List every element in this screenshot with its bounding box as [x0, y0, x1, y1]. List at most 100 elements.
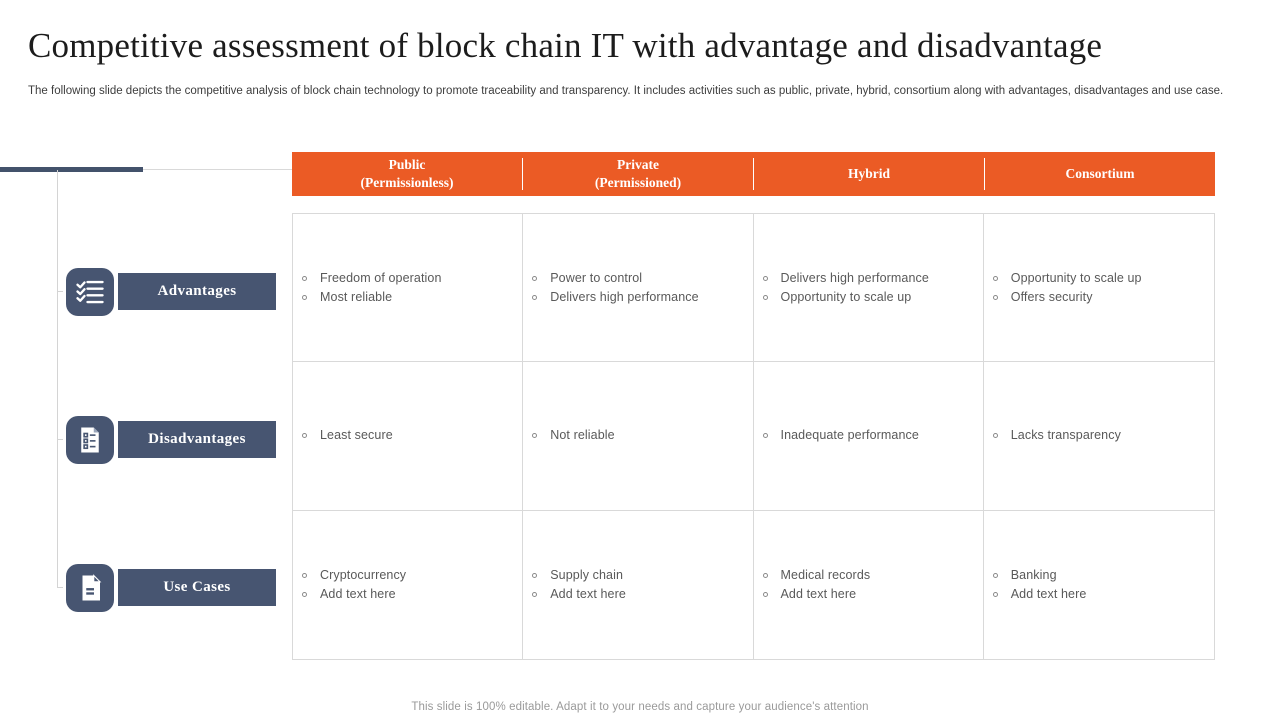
column-header-consortium: Consortium	[985, 152, 1215, 196]
list-item-text: Power to control	[550, 270, 643, 285]
document-icon	[82, 574, 102, 601]
column-header-line1: Private	[617, 157, 659, 173]
table-body: Freedom of operation Most reliable Power…	[292, 213, 1215, 660]
use-cases-icon-tile	[66, 564, 114, 612]
list-item-text: Add text here	[1010, 586, 1087, 601]
bullet-icon	[302, 591, 307, 597]
connector-rule	[143, 169, 292, 170]
bullet-icon	[762, 591, 768, 597]
cell-disadvantages-private: Not reliable	[523, 362, 754, 511]
cell-disadvantages-public: Least secure	[293, 362, 524, 511]
list-item-text: Inadequate performance	[780, 428, 919, 443]
bullet-icon	[302, 433, 307, 439]
bullet-icon	[302, 294, 307, 300]
cell-usecases-hybrid: Medical records Add text here	[754, 510, 984, 659]
list-item: Opportunity to scale up	[992, 269, 1208, 288]
list-item: Offers security	[992, 288, 1208, 307]
list-item: Add text here	[992, 585, 1208, 604]
checklist-icon	[76, 280, 104, 304]
list-item: Delivers high performance	[532, 288, 746, 307]
list-item: Delivers high performance	[762, 269, 977, 288]
list-item-text: Medical records	[780, 567, 871, 582]
row-label-disadvantages: Disadvantages	[118, 421, 276, 458]
bullet-icon	[532, 591, 538, 597]
cell-usecases-consortium: Banking Add text here	[984, 511, 1214, 659]
bullet-icon	[302, 275, 307, 281]
connector-stub	[57, 587, 67, 588]
list-item: Most reliable	[302, 288, 516, 307]
column-header-line2: (Permissioned)	[594, 175, 682, 190]
header-divider	[753, 158, 754, 190]
bullet-icon	[532, 294, 538, 300]
document-checklist-icon	[81, 427, 99, 453]
list-item: Lacks transparency	[992, 426, 1208, 445]
column-header-public: Public (Permissionless)	[292, 152, 522, 196]
list-item-text: Least secure	[320, 428, 393, 443]
list-item: Banking	[992, 566, 1208, 585]
list-item-text: Most reliable	[320, 289, 393, 304]
column-header-line2: (Permissionless)	[360, 175, 454, 190]
advantages-icon-tile	[66, 268, 114, 316]
footer-note: This slide is 100% editable. Adapt it to…	[411, 701, 869, 713]
list-item-text: Cryptocurrency	[320, 567, 407, 582]
cell-advantages-public: Freedom of operation Most reliable	[293, 214, 524, 363]
row-label-use-cases: Use Cases	[118, 569, 276, 606]
list-item: Inadequate performance	[762, 426, 977, 445]
list-item-text: Opportunity to scale up	[1010, 270, 1142, 285]
list-item: Not reliable	[532, 426, 746, 445]
cell-advantages-consortium: Opportunity to scale up Offers security	[983, 214, 1214, 363]
disadvantages-icon-tile	[66, 416, 114, 464]
column-header-line1: Hybrid	[847, 166, 890, 182]
list-item-text: Add text here	[780, 586, 857, 601]
list-item-text: Freedom of operation	[320, 270, 442, 285]
list-item-text: Not reliable	[550, 428, 615, 443]
accent-rule	[0, 167, 143, 172]
bullet-icon	[302, 572, 307, 578]
bullet-icon	[532, 433, 538, 439]
bullet-icon	[992, 572, 998, 578]
cell-disadvantages-hybrid: Inadequate performance	[753, 362, 984, 511]
list-item: Power to control	[532, 269, 746, 288]
list-item-text: Add text here	[320, 586, 396, 601]
page-subtitle: The following slide depicts the competit…	[28, 85, 1224, 97]
cell-advantages-private: Power to control Delivers high performan…	[523, 214, 754, 363]
list-item: Supply chain	[532, 566, 746, 585]
bullet-icon	[762, 275, 768, 281]
bullet-icon	[532, 572, 538, 578]
bullet-icon	[992, 275, 998, 281]
list-item-text: Add text here	[550, 586, 626, 601]
bullet-icon	[992, 433, 998, 439]
list-item: Add text here	[532, 585, 746, 604]
list-item: Medical records	[762, 566, 977, 585]
page-title: Competitive assessment of block chain IT…	[28, 26, 1103, 65]
row-label-advantages: Advantages	[118, 273, 276, 310]
bullet-icon	[762, 294, 768, 300]
column-header-line1: Public	[388, 157, 426, 173]
list-item: Least secure	[302, 426, 516, 445]
connector-stub	[57, 439, 67, 440]
list-item: Cryptocurrency	[302, 566, 516, 585]
bullet-icon	[992, 294, 998, 300]
cell-usecases-private: Supply chain Add text here	[523, 510, 754, 659]
list-item-text: Supply chain	[550, 567, 624, 582]
table-header: Public (Permissionless) Private (Permiss…	[292, 152, 1215, 196]
list-item: Add text here	[302, 585, 516, 604]
bullet-icon	[532, 275, 538, 281]
list-item-text: Banking	[1010, 567, 1057, 582]
column-header-line1: Consortium	[1065, 166, 1135, 182]
list-item: Opportunity to scale up	[762, 288, 977, 307]
cell-usecases-public: Cryptocurrency Add text here	[293, 510, 524, 659]
list-item-text: Offers security	[1010, 289, 1093, 304]
column-header-hybrid: Hybrid	[754, 152, 984, 196]
bullet-icon	[762, 433, 768, 439]
cell-advantages-hybrid: Delivers high performance Opportunity to…	[753, 214, 984, 363]
list-item: Freedom of operation	[302, 269, 516, 288]
list-item-text: Opportunity to scale up	[780, 289, 912, 304]
cell-disadvantages-consortium: Lacks transparency	[983, 362, 1214, 511]
list-item-text: Lacks transparency	[1010, 428, 1121, 443]
header-divider	[984, 158, 985, 190]
bullet-icon	[992, 591, 998, 597]
connector-vertical-line	[57, 170, 58, 588]
list-item: Add text here	[762, 585, 977, 604]
